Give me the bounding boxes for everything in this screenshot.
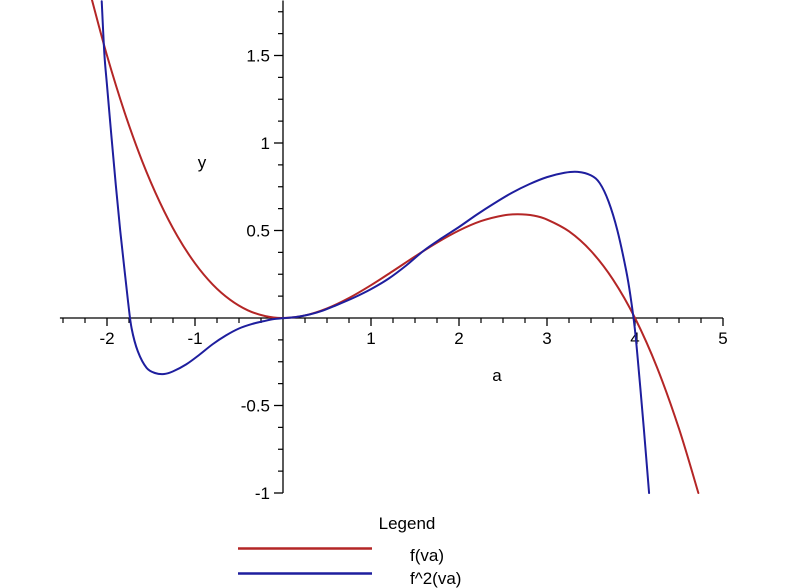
y-tick-label: 1 (261, 134, 270, 153)
legend-label-f2: f^2(va) (410, 569, 461, 588)
x-axis-label: a (492, 366, 502, 385)
curve-f2 (100, 0, 651, 494)
y-tick-label: 0.5 (246, 222, 270, 241)
x-tick-label: -1 (187, 329, 202, 348)
x-tick-label: 1 (366, 329, 375, 348)
y-tick-label: 1.5 (246, 47, 270, 66)
y-tick-label: -1 (255, 484, 270, 503)
x-tick-label: 2 (454, 329, 463, 348)
legend-title: Legend (379, 514, 436, 533)
x-tick-label: 5 (718, 329, 727, 348)
curve-f (91, 0, 700, 494)
y-axis-label: y (198, 153, 207, 172)
x-axis: -2 -1 1 2 3 4 5 (59, 317, 728, 348)
y-tick-label: -0.5 (241, 397, 270, 416)
legend: Legend f(va) f^2(va) (238, 514, 461, 588)
y-axis: 1.5 1 0.5 -0.5 -1 (241, 0, 284, 503)
legend-label-f: f(va) (410, 546, 444, 565)
x-tick-label: 3 (542, 329, 551, 348)
x-tick-label: -2 (99, 329, 114, 348)
